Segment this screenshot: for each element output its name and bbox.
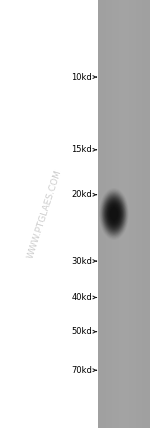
Bar	[133, 0, 135, 428]
Bar	[114, 0, 115, 428]
Bar	[101, 0, 102, 428]
Ellipse shape	[100, 190, 127, 238]
Bar	[102, 0, 103, 428]
Bar	[124, 0, 126, 428]
Bar	[111, 0, 113, 428]
Bar	[140, 0, 141, 428]
Ellipse shape	[108, 204, 120, 224]
Ellipse shape	[110, 207, 118, 221]
Ellipse shape	[111, 209, 117, 220]
Ellipse shape	[104, 197, 124, 231]
Bar	[105, 0, 106, 428]
Ellipse shape	[105, 198, 123, 230]
Bar	[138, 0, 140, 428]
Ellipse shape	[108, 203, 120, 225]
Ellipse shape	[109, 205, 119, 223]
Bar	[112, 0, 114, 428]
Bar	[120, 0, 122, 428]
Bar	[129, 0, 131, 428]
Ellipse shape	[106, 200, 122, 228]
Text: 50kd: 50kd	[72, 327, 92, 336]
Text: 70kd: 70kd	[71, 366, 92, 375]
Text: 15kd: 15kd	[72, 145, 92, 155]
Bar	[146, 0, 148, 428]
Bar	[98, 0, 100, 428]
Ellipse shape	[103, 194, 125, 234]
Ellipse shape	[103, 196, 125, 232]
Ellipse shape	[111, 208, 117, 220]
Bar	[110, 0, 111, 428]
Text: 20kd: 20kd	[72, 190, 92, 199]
Text: WWW.PTGLAES.COM: WWW.PTGLAES.COM	[26, 169, 64, 259]
Ellipse shape	[100, 189, 128, 239]
Bar	[149, 0, 150, 428]
Bar	[135, 0, 136, 428]
Text: 30kd: 30kd	[71, 256, 92, 266]
Bar	[127, 0, 128, 428]
Bar	[131, 0, 132, 428]
Bar	[109, 0, 110, 428]
Ellipse shape	[106, 199, 122, 229]
Bar	[103, 0, 105, 428]
Bar	[144, 0, 145, 428]
Bar	[137, 0, 138, 428]
Bar	[119, 0, 120, 428]
Ellipse shape	[111, 209, 117, 219]
Bar	[98, 0, 150, 428]
Bar	[118, 0, 119, 428]
Bar	[122, 0, 123, 428]
Bar	[100, 0, 101, 428]
Ellipse shape	[102, 193, 126, 235]
Text: 10kd: 10kd	[72, 72, 92, 82]
Bar	[132, 0, 133, 428]
Bar	[141, 0, 142, 428]
Text: 40kd: 40kd	[72, 293, 92, 302]
Bar	[125, 0, 127, 428]
Ellipse shape	[112, 211, 116, 217]
Bar	[136, 0, 137, 428]
Bar	[107, 0, 109, 428]
Bar	[147, 0, 149, 428]
Bar	[142, 0, 144, 428]
Bar	[115, 0, 117, 428]
Bar	[116, 0, 118, 428]
Ellipse shape	[101, 192, 127, 236]
Bar	[128, 0, 129, 428]
Bar	[123, 0, 124, 428]
Bar	[106, 0, 107, 428]
Bar	[145, 0, 146, 428]
Ellipse shape	[113, 212, 115, 217]
Ellipse shape	[107, 202, 121, 226]
